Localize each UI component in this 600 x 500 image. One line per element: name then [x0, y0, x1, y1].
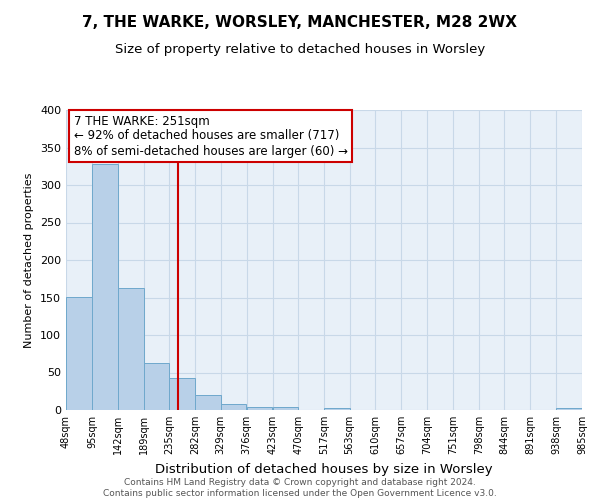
Bar: [325, 408, 350, 410]
Bar: [66, 296, 92, 410]
Text: 7, THE WARKE, WORSLEY, MANCHESTER, M28 2WX: 7, THE WARKE, WORSLEY, MANCHESTER, M28 2…: [83, 15, 517, 30]
Text: Size of property relative to detached houses in Worsley: Size of property relative to detached ho…: [115, 42, 485, 56]
Y-axis label: Number of detached properties: Number of detached properties: [25, 172, 34, 348]
Bar: [272, 407, 298, 410]
Text: 7 THE WARKE: 251sqm
← 92% of detached houses are smaller (717)
8% of semi-detach: 7 THE WARKE: 251sqm ← 92% of detached ho…: [74, 114, 348, 158]
Bar: [195, 395, 221, 410]
Text: Contains HM Land Registry data © Crown copyright and database right 2024.
Contai: Contains HM Land Registry data © Crown c…: [103, 478, 497, 498]
Bar: [221, 404, 247, 410]
Bar: [247, 407, 272, 410]
Bar: [169, 378, 195, 410]
Bar: [556, 408, 582, 410]
X-axis label: Distribution of detached houses by size in Worsley: Distribution of detached houses by size …: [155, 462, 493, 475]
Bar: [144, 363, 169, 410]
Bar: [92, 164, 118, 410]
Bar: [118, 288, 143, 410]
